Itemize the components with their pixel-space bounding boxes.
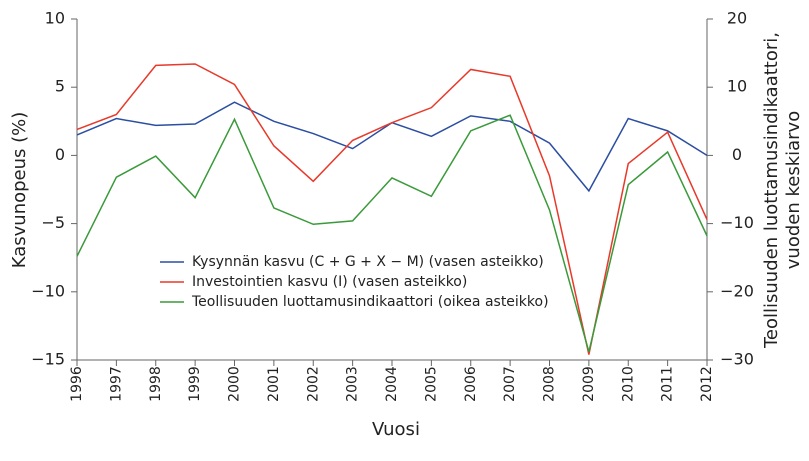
x-tick-label: 2009 bbox=[581, 366, 597, 402]
y-tick-label: 0 bbox=[55, 145, 65, 164]
y2-tick-label: 20 bbox=[727, 9, 747, 28]
y2-tick-label: 0 bbox=[732, 145, 742, 164]
x-tick-label: 2008 bbox=[542, 366, 558, 402]
y-tick-label: −15 bbox=[31, 350, 65, 369]
x-tick-label: 2000 bbox=[227, 366, 243, 402]
x-axis-title: Vuosi bbox=[372, 419, 420, 440]
legend-label: Kysynnän kasvu (C + G + X − M) (vasen as… bbox=[192, 254, 544, 270]
y2-tick-label: −20 bbox=[720, 281, 754, 300]
y-tick-label: 10 bbox=[45, 9, 65, 28]
x-tick-label: 2010 bbox=[620, 366, 636, 402]
series-line bbox=[76, 63, 708, 355]
x-tick-label: 2002 bbox=[305, 366, 321, 402]
x-tick-label: 2004 bbox=[384, 366, 400, 402]
x-tick-label: 2012 bbox=[699, 366, 715, 402]
legend-label: Teollisuuden luottamusindikaattori (oike… bbox=[191, 294, 549, 310]
y2-axis-title: vuoden keskiarvo bbox=[783, 111, 804, 269]
y-axis-title: Kasvunopeus (%) bbox=[9, 112, 30, 269]
x-tick-label: 1999 bbox=[187, 366, 203, 402]
y2-axis-title: Teollisuuden luottamusindikaattori, bbox=[761, 32, 782, 349]
y2-tick-label: 10 bbox=[727, 77, 747, 96]
x-tick-label: 2011 bbox=[660, 366, 676, 402]
x-tick-label: 2001 bbox=[266, 366, 282, 402]
x-tick-label: 1998 bbox=[148, 366, 164, 402]
y2-tick-label: −30 bbox=[720, 350, 754, 369]
x-tick-label: 1996 bbox=[69, 366, 85, 402]
x-tick-label: 2007 bbox=[502, 366, 518, 402]
x-tick-label: 2006 bbox=[463, 366, 479, 402]
y-tick-label: −5 bbox=[41, 213, 65, 232]
x-tick-label: 2005 bbox=[423, 366, 439, 402]
y-tick-label: −10 bbox=[31, 281, 65, 300]
y2-tick-label: −10 bbox=[720, 213, 754, 232]
x-tick-label: 2003 bbox=[345, 366, 361, 402]
x-tick-label: 1997 bbox=[108, 366, 124, 402]
series-line bbox=[76, 114, 708, 353]
legend-label: Investointien kasvu (I) (vasen asteikko) bbox=[192, 274, 467, 290]
y-tick-label: 5 bbox=[55, 77, 65, 96]
